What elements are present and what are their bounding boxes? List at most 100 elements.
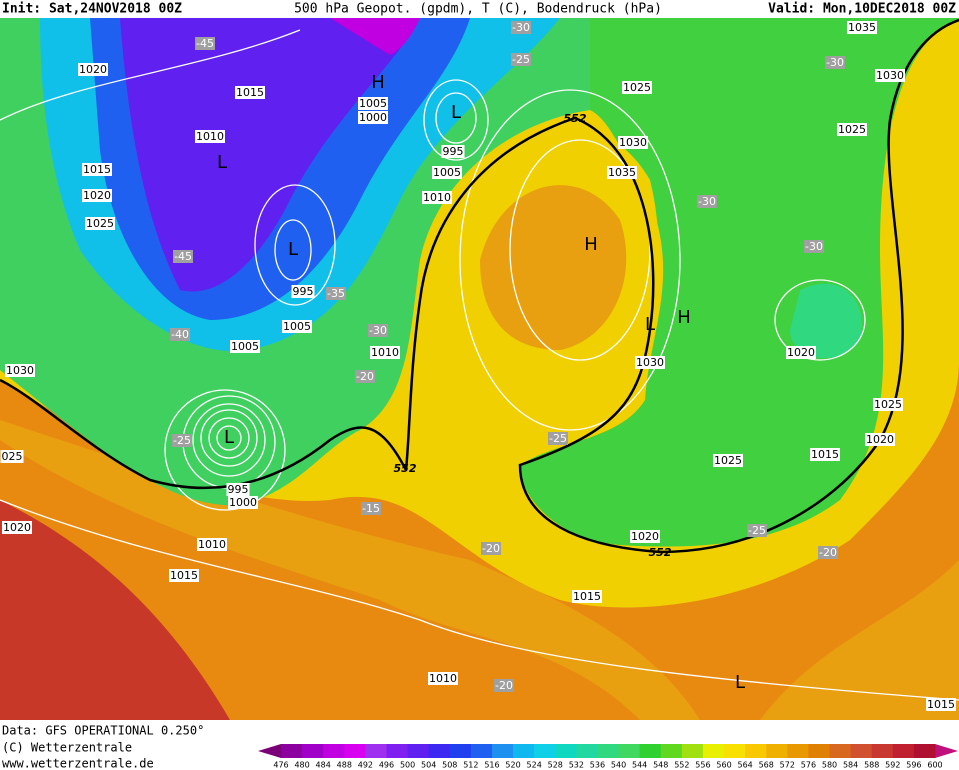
colorbar-tick-label: 568: [759, 761, 774, 770]
colorbar-tick-label: 480: [294, 761, 309, 770]
colorbar-swatch: [281, 744, 303, 758]
isobar-label-box: [847, 21, 877, 34]
colorbar-swatch: [787, 744, 809, 758]
temperature-label: -30: [512, 21, 530, 34]
isobar-label-box: [358, 111, 388, 124]
temperature-label-box: [368, 324, 388, 337]
temperature-label: -30: [805, 240, 823, 253]
contour-label: 552: [564, 112, 587, 125]
isobar-label: 1025: [623, 81, 651, 94]
colorbar-swatch: [386, 744, 409, 758]
colorbar-swatch: [470, 744, 493, 758]
isobar-label: 1025: [874, 398, 902, 411]
copyright: (C) Wetterzentrale: [2, 741, 132, 755]
colorbar-tick-label: 564: [737, 761, 752, 770]
temperature-label-box: [173, 250, 193, 263]
temperature-label: -15: [362, 502, 380, 515]
temperature-label-box: [747, 524, 767, 537]
isobar-label-box: [875, 69, 905, 82]
temperature-label: -30: [369, 324, 387, 337]
contour-label: 552: [649, 546, 672, 559]
colorbar-swatch: [766, 744, 788, 758]
colorbar-tick-label: 488: [337, 761, 352, 770]
isobar-label: 1035: [608, 166, 636, 179]
isobar-label: 1025: [714, 454, 742, 467]
temperature-label: -35: [327, 287, 345, 300]
colorbar-tick-label: 532: [569, 761, 584, 770]
temperature-label-box: [172, 434, 192, 447]
pressure-center: L: [735, 672, 745, 693]
pressure-center: L: [288, 239, 298, 260]
colorbar-tick-label: 588: [864, 761, 879, 770]
field-red: [0, 500, 230, 720]
isobar-label: 1030: [636, 356, 664, 369]
colorbar-tick-label: 600: [927, 761, 942, 770]
isobar-label: 1020: [787, 346, 815, 359]
temperature-label: -30: [698, 195, 716, 208]
colorbar-swatch: [829, 744, 852, 758]
colorbar-swatch: [745, 744, 767, 758]
colorbar-tick-label: 576: [801, 761, 816, 770]
isobar-label-box: [618, 136, 648, 149]
temperature-label: -45: [174, 250, 192, 263]
colorbar-tick-label: 520: [505, 761, 520, 770]
isobar-label: 1015: [927, 698, 955, 711]
field-orange-high: [480, 185, 627, 350]
temperature-label-box: [697, 195, 717, 208]
isobar-label: 1030: [6, 364, 34, 377]
isobar-label: 1005: [359, 97, 387, 110]
colorbar-swatch: [702, 744, 725, 758]
isobar-label-box: [635, 356, 665, 369]
isobar-label: 1010: [371, 346, 399, 359]
isobar-label-box: [228, 496, 258, 509]
temperature-label-box: [511, 21, 531, 34]
field-orange: [0, 420, 959, 720]
temperature-label-box: [326, 287, 346, 300]
temperature-label: -25: [748, 524, 766, 537]
colorbar-swatch: [534, 744, 556, 758]
isobar-label-box: [837, 123, 867, 136]
colorbar-tick-label: 572: [780, 761, 795, 770]
isobar-label-box: [230, 340, 260, 353]
isobar-label-box: [197, 538, 227, 551]
isobar-label-box: [2, 521, 32, 534]
temperature-label-box: [548, 432, 568, 445]
isobar-label: 1010: [198, 538, 226, 551]
isobar-label: 1005: [433, 166, 461, 179]
temperature-label: -40: [171, 328, 189, 341]
colorbar-tick-label: 512: [463, 761, 478, 770]
colorbar-tick-label: 544: [632, 761, 647, 770]
colorbar-tick-label: 496: [379, 761, 394, 770]
isobar-label: 1000: [229, 496, 257, 509]
colorbar-swatch: [407, 744, 430, 758]
colorbar-swatch: [491, 744, 514, 758]
colorbar-tick-label: 580: [822, 761, 837, 770]
temperature-label-box: [195, 37, 215, 50]
isobar-label-box: [169, 569, 199, 582]
isobar-label-box: [926, 698, 956, 711]
temperature-label: -30: [826, 56, 844, 69]
isobar-label: 1010: [423, 191, 451, 204]
colorbar-arrow-high: [935, 744, 958, 758]
isobar-label: 1030: [876, 69, 904, 82]
isobar-label: 1020: [3, 521, 31, 534]
isobar-label-box: [622, 81, 652, 94]
pressure-center: L: [645, 314, 655, 335]
colorbar-swatch: [449, 744, 472, 758]
pressure-center: H: [371, 72, 385, 93]
isobar-label-box: [235, 86, 265, 99]
isobar-label-box: [82, 163, 112, 176]
isobar-label: 1005: [283, 320, 311, 333]
isobar-label-box: [291, 285, 315, 298]
colorbar-arrow-low: [258, 744, 281, 758]
colorbar-swatch: [892, 744, 915, 758]
isobar-label-box: [226, 483, 250, 496]
colorbar-swatch: [913, 744, 936, 758]
colorbar-tick-label: 508: [442, 761, 457, 770]
isobar-label: 1025: [86, 217, 114, 230]
isobar-label: 1000: [359, 111, 387, 124]
temperature-label: -20: [356, 370, 374, 383]
isobar-label-box: [441, 145, 465, 158]
colorbar-swatch: [576, 744, 598, 758]
